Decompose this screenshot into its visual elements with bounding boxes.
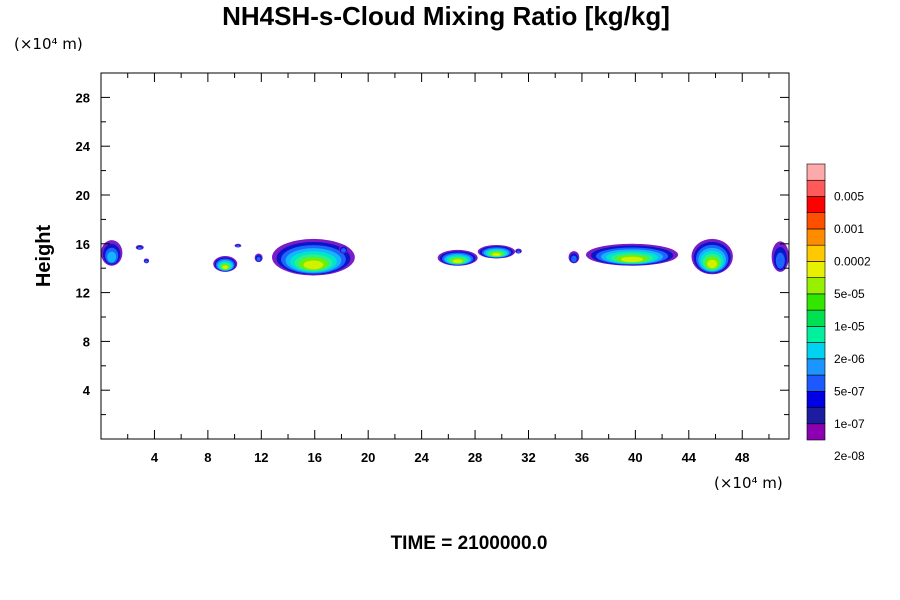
plot-frame xyxy=(100,72,790,440)
x-tick-label: 12 xyxy=(254,450,268,465)
y-tick-label: 12 xyxy=(76,286,90,301)
cloud-contour xyxy=(341,248,346,253)
colorbar-swatch xyxy=(806,277,826,295)
cloud-contour xyxy=(303,260,324,270)
colorbar-swatch xyxy=(806,244,826,262)
cloud-contour xyxy=(137,246,142,250)
colorbar-label: 2e-08 xyxy=(834,449,865,463)
x-tick-label: 32 xyxy=(521,450,535,465)
colorbar-swatch xyxy=(806,293,826,311)
time-label: TIME = 2100000.0 xyxy=(391,533,548,554)
x-tick-label: 48 xyxy=(735,450,749,465)
x-tick-label: 36 xyxy=(575,450,589,465)
cloud-patch xyxy=(271,238,355,276)
x-tick-label: 28 xyxy=(468,450,482,465)
y-tick-label: 28 xyxy=(76,90,90,105)
colorbar-swatch xyxy=(806,228,826,246)
colorbar-label: 1e-07 xyxy=(834,417,865,431)
colorbar-swatch xyxy=(806,342,826,360)
colorbar-swatch xyxy=(806,374,826,392)
y-tick-label: 8 xyxy=(83,334,90,349)
cloud-contour xyxy=(621,256,644,263)
colorbar-swatch xyxy=(806,390,826,408)
y-tick-label: 20 xyxy=(76,188,90,203)
cloud-contour xyxy=(491,252,501,257)
cloud-contour xyxy=(516,250,521,254)
x-tick-label: 8 xyxy=(204,450,211,465)
cloud-contour xyxy=(145,260,148,263)
x-axis-unit: (×10⁴ m) xyxy=(714,474,783,492)
colorbar-label: 1e-05 xyxy=(834,319,865,333)
cloud-patch xyxy=(213,256,238,272)
y-axis-label: Height xyxy=(33,225,55,288)
cloud-patch xyxy=(234,243,242,248)
colorbar-label: 0.001 xyxy=(834,222,864,236)
colorbar-swatch xyxy=(806,407,826,425)
cloud-patch xyxy=(771,241,790,272)
cloud-contour xyxy=(236,245,240,248)
cloud-patch xyxy=(585,243,679,266)
cloud-contour xyxy=(571,255,577,263)
colorbar-swatch xyxy=(806,261,826,278)
x-tick-label: 44 xyxy=(682,450,697,465)
clouds-layer xyxy=(101,238,790,276)
colorbar-label: 0.0002 xyxy=(834,254,871,268)
cloud-patch xyxy=(254,253,263,263)
colorbar-label: 2e-06 xyxy=(834,352,865,366)
x-tick-label: 4 xyxy=(151,450,159,465)
colorbar-swatch xyxy=(806,179,826,197)
colorbar-swatch xyxy=(806,212,826,230)
colorbar-swatch xyxy=(806,309,826,327)
x-tick-label: 16 xyxy=(308,450,322,465)
cloud-patch xyxy=(691,238,733,275)
cloud-contour xyxy=(775,252,785,269)
chart-title: NH4SH-s-Cloud Mixing Ratio [kg/kg] xyxy=(222,1,670,31)
cloud-contour xyxy=(452,259,463,264)
colorbar-label: 5e-05 xyxy=(834,287,865,301)
colorbar-label: 0.005 xyxy=(834,189,864,203)
cloud-contour xyxy=(707,259,718,269)
colorbar-swatch xyxy=(806,326,826,343)
y-tick-label: 24 xyxy=(76,139,91,154)
cloud-patch xyxy=(338,245,349,254)
y-axis-unit: (×10⁴ m) xyxy=(14,35,83,53)
cloud-patch xyxy=(101,240,123,266)
colorbar-label: 5e-07 xyxy=(834,384,865,398)
y-tick-label: 4 xyxy=(83,383,91,398)
colorbar-swatch xyxy=(806,163,826,181)
cloud-patch xyxy=(143,258,150,264)
cloud-patch xyxy=(477,245,516,259)
x-tick-label: 40 xyxy=(628,450,642,465)
cloud-patch xyxy=(568,251,580,264)
cloud-patch xyxy=(515,248,522,254)
colorbar-swatch xyxy=(806,423,826,441)
cloud-patch xyxy=(437,249,478,266)
x-tick-label: 24 xyxy=(414,450,429,465)
y-tick-label: 16 xyxy=(76,237,90,252)
cloud-contour xyxy=(222,265,229,270)
cloud-contour xyxy=(256,256,261,262)
colorbar: 0.005 0.001 0.0002 5e-05 1e-05 2e-06 5e-07 1e-0… xyxy=(806,163,871,463)
cloud-contour xyxy=(107,251,117,263)
cloud-patch xyxy=(135,245,144,250)
colorbar-swatch xyxy=(806,358,826,376)
x-tick-label: 20 xyxy=(361,450,375,465)
colorbar-swatch xyxy=(806,196,826,214)
